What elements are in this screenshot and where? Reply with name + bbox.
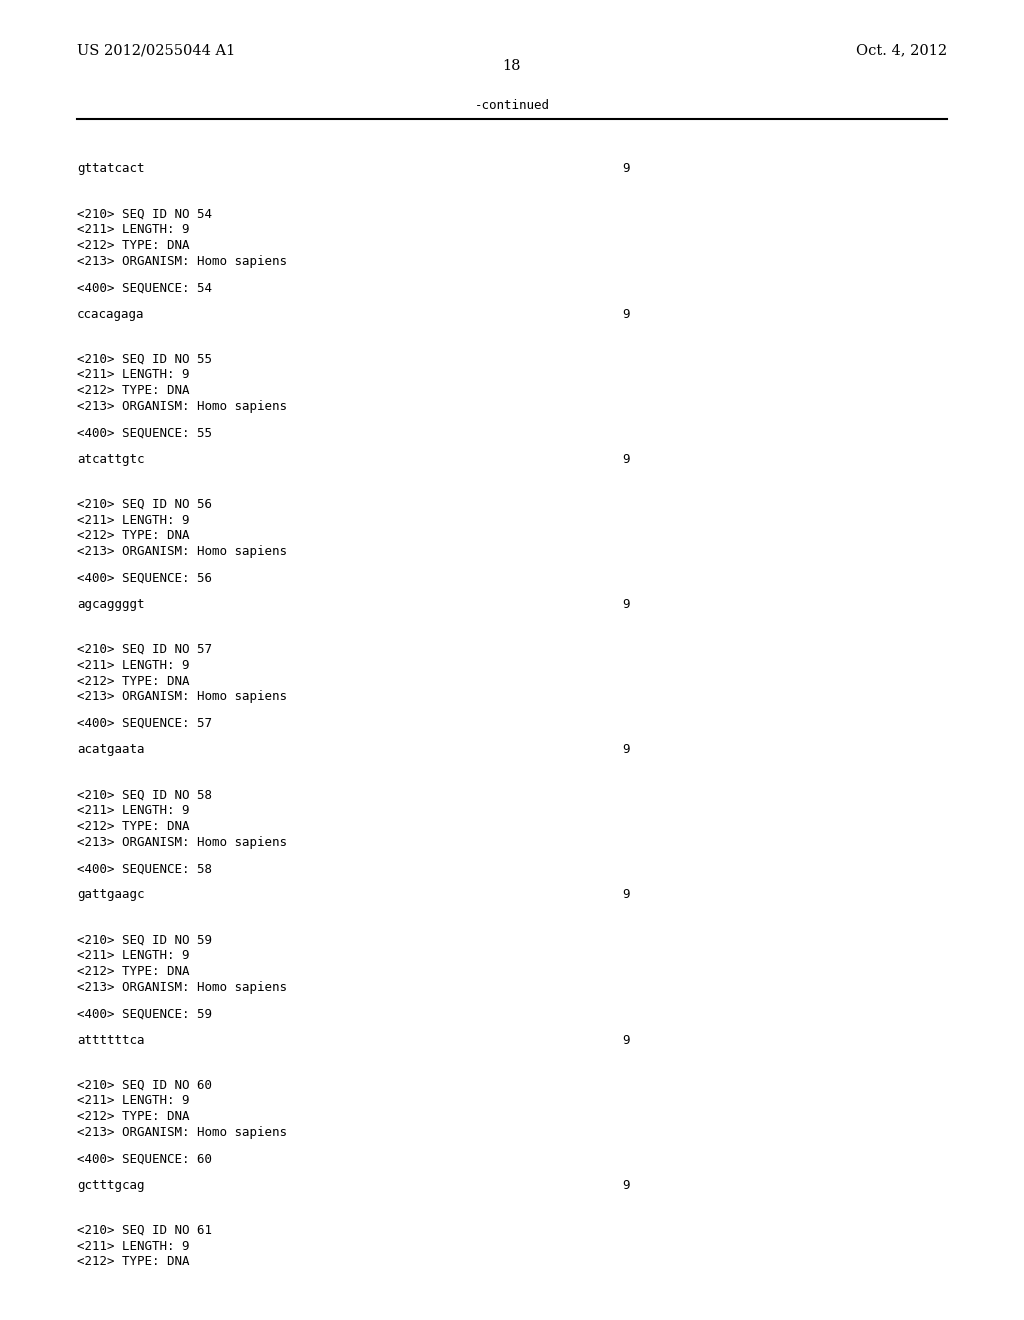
Text: <400> SEQUENCE: 58: <400> SEQUENCE: 58 <box>77 862 212 875</box>
Text: 9: 9 <box>623 453 630 466</box>
Text: <400> SEQUENCE: 54: <400> SEQUENCE: 54 <box>77 281 212 294</box>
Text: <212> TYPE: DNA: <212> TYPE: DNA <box>77 1255 189 1269</box>
Text: <212> TYPE: DNA: <212> TYPE: DNA <box>77 384 189 397</box>
Text: <400> SEQUENCE: 56: <400> SEQUENCE: 56 <box>77 572 212 585</box>
Text: <213> ORGANISM: Homo sapiens: <213> ORGANISM: Homo sapiens <box>77 981 287 994</box>
Text: <400> SEQUENCE: 57: <400> SEQUENCE: 57 <box>77 717 212 730</box>
Text: <212> TYPE: DNA: <212> TYPE: DNA <box>77 965 189 978</box>
Text: attttttca: attttttca <box>77 1034 144 1047</box>
Text: <210> SEQ ID NO 59: <210> SEQ ID NO 59 <box>77 933 212 946</box>
Text: acatgaata: acatgaata <box>77 743 144 756</box>
Text: <211> LENGTH: 9: <211> LENGTH: 9 <box>77 223 189 236</box>
Text: <213> ORGANISM: Homo sapiens: <213> ORGANISM: Homo sapiens <box>77 1126 287 1139</box>
Text: agcaggggt: agcaggggt <box>77 598 144 611</box>
Text: <210> SEQ ID NO 58: <210> SEQ ID NO 58 <box>77 788 212 801</box>
Text: <212> TYPE: DNA: <212> TYPE: DNA <box>77 1110 189 1123</box>
Text: 9: 9 <box>623 162 630 176</box>
Text: <211> LENGTH: 9: <211> LENGTH: 9 <box>77 949 189 962</box>
Text: <400> SEQUENCE: 59: <400> SEQUENCE: 59 <box>77 1007 212 1020</box>
Text: atcattgtc: atcattgtc <box>77 453 144 466</box>
Text: <212> TYPE: DNA: <212> TYPE: DNA <box>77 820 189 833</box>
Text: <213> ORGANISM: Homo sapiens: <213> ORGANISM: Homo sapiens <box>77 255 287 268</box>
Text: <213> ORGANISM: Homo sapiens: <213> ORGANISM: Homo sapiens <box>77 545 287 558</box>
Text: <400> SEQUENCE: 55: <400> SEQUENCE: 55 <box>77 426 212 440</box>
Text: US 2012/0255044 A1: US 2012/0255044 A1 <box>77 44 236 57</box>
Text: <211> LENGTH: 9: <211> LENGTH: 9 <box>77 659 189 672</box>
Text: 9: 9 <box>623 888 630 902</box>
Text: 9: 9 <box>623 1179 630 1192</box>
Text: <211> LENGTH: 9: <211> LENGTH: 9 <box>77 1239 189 1253</box>
Text: ccacagaga: ccacagaga <box>77 308 144 321</box>
Text: <210> SEQ ID NO 60: <210> SEQ ID NO 60 <box>77 1078 212 1092</box>
Text: <210> SEQ ID NO 57: <210> SEQ ID NO 57 <box>77 643 212 656</box>
Text: <210> SEQ ID NO 55: <210> SEQ ID NO 55 <box>77 352 212 366</box>
Text: 9: 9 <box>623 743 630 756</box>
Text: <212> TYPE: DNA: <212> TYPE: DNA <box>77 675 189 688</box>
Text: <211> LENGTH: 9: <211> LENGTH: 9 <box>77 1094 189 1107</box>
Text: gattgaagc: gattgaagc <box>77 888 144 902</box>
Text: Oct. 4, 2012: Oct. 4, 2012 <box>856 44 947 57</box>
Text: <210> SEQ ID NO 56: <210> SEQ ID NO 56 <box>77 498 212 511</box>
Text: <400> SEQUENCE: 60: <400> SEQUENCE: 60 <box>77 1152 212 1166</box>
Text: gctttgcag: gctttgcag <box>77 1179 144 1192</box>
Text: <213> ORGANISM: Homo sapiens: <213> ORGANISM: Homo sapiens <box>77 836 287 849</box>
Text: <212> TYPE: DNA: <212> TYPE: DNA <box>77 529 189 543</box>
Text: <213> ORGANISM: Homo sapiens: <213> ORGANISM: Homo sapiens <box>77 400 287 413</box>
Text: 18: 18 <box>503 59 521 73</box>
Text: 9: 9 <box>623 308 630 321</box>
Text: 9: 9 <box>623 1034 630 1047</box>
Text: <210> SEQ ID NO 54: <210> SEQ ID NO 54 <box>77 207 212 220</box>
Text: gttatcact: gttatcact <box>77 162 144 176</box>
Text: <211> LENGTH: 9: <211> LENGTH: 9 <box>77 368 189 381</box>
Text: 9: 9 <box>623 598 630 611</box>
Text: <213> ORGANISM: Homo sapiens: <213> ORGANISM: Homo sapiens <box>77 690 287 704</box>
Text: <211> LENGTH: 9: <211> LENGTH: 9 <box>77 513 189 527</box>
Text: <212> TYPE: DNA: <212> TYPE: DNA <box>77 239 189 252</box>
Text: <211> LENGTH: 9: <211> LENGTH: 9 <box>77 804 189 817</box>
Text: -continued: -continued <box>474 99 550 112</box>
Text: <210> SEQ ID NO 61: <210> SEQ ID NO 61 <box>77 1224 212 1237</box>
